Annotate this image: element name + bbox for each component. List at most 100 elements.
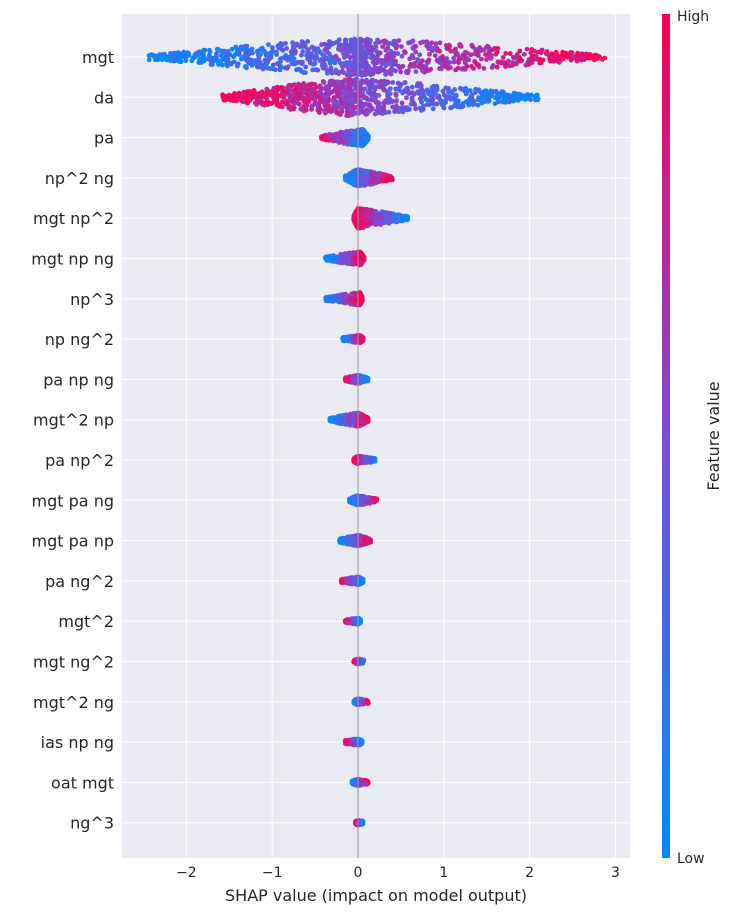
shap-point [301, 89, 306, 95]
shap-point [315, 67, 321, 73]
shap-point [424, 87, 430, 93]
shap-point [427, 51, 432, 57]
shap-point [248, 60, 254, 65]
shap-point [380, 178, 385, 184]
shap-point [232, 93, 237, 98]
shap-point [272, 98, 278, 103]
shap-point [413, 106, 418, 112]
shap-point [350, 42, 356, 48]
shap-point [438, 66, 444, 72]
shap-point [331, 258, 336, 263]
shap-point [485, 43, 490, 49]
shap-point [507, 63, 513, 69]
shap-point [392, 38, 398, 44]
shap-point [568, 56, 574, 62]
shap-point [359, 251, 365, 257]
shap-point [208, 58, 214, 64]
shap-point [535, 97, 541, 103]
shap-point [393, 93, 399, 98]
shap-point [368, 38, 373, 43]
shap-point [328, 253, 333, 259]
shap-point [278, 46, 284, 52]
shap-point [475, 62, 480, 68]
shap-point [190, 55, 196, 61]
shap-point [534, 92, 540, 98]
shap-point [294, 60, 300, 65]
shap-point [339, 62, 345, 68]
shap-point [347, 76, 352, 82]
shap-point [207, 49, 213, 55]
shap-point [394, 103, 399, 109]
shap-point [267, 56, 273, 62]
shap-point [162, 51, 167, 57]
shap-point [353, 99, 358, 104]
shap-point [443, 99, 448, 105]
shap-point [419, 63, 425, 69]
shap-point [363, 60, 369, 66]
shap-point [311, 47, 317, 53]
shap-point [350, 256, 356, 261]
shap-point [433, 41, 439, 47]
shap-point [216, 62, 222, 67]
shap-point [173, 55, 179, 61]
shap-point [347, 91, 353, 97]
shap-point [443, 85, 449, 91]
shap-point [586, 54, 592, 60]
shap-point [244, 95, 250, 100]
shap-point [351, 104, 357, 110]
shap-point [424, 39, 430, 45]
shap-point [238, 47, 244, 52]
shap-point [255, 99, 261, 105]
shap-point [296, 66, 301, 72]
shap-point [512, 93, 518, 99]
shap-point [348, 82, 354, 88]
shap-point [367, 220, 373, 226]
shap-point [358, 41, 364, 46]
shap-point [353, 76, 359, 82]
shap-point [364, 111, 370, 117]
shap-point [531, 48, 537, 54]
shap-point [341, 51, 346, 57]
shap-point [395, 80, 401, 86]
shap-point [272, 67, 278, 73]
shap-point [495, 59, 501, 65]
shap-point [301, 81, 307, 86]
shap-point [456, 57, 462, 62]
shap-point [364, 95, 369, 101]
shap-point [413, 69, 419, 75]
shap-point [364, 55, 369, 60]
shap-point [419, 58, 425, 63]
shap-point [263, 62, 269, 68]
shap-point [513, 60, 519, 66]
shap-point [224, 94, 230, 99]
shap-point [400, 63, 406, 69]
shap-point [299, 52, 304, 58]
shap-point [368, 72, 373, 78]
shap-point [319, 135, 324, 141]
shap-point [201, 50, 206, 56]
shap-point [428, 66, 434, 72]
shap-point [415, 64, 421, 69]
shap-point [363, 40, 369, 46]
shap-point [477, 96, 483, 102]
shap-point [289, 83, 295, 88]
shap-point [300, 95, 306, 101]
shap-point [459, 86, 465, 92]
shap-point [335, 91, 340, 97]
shap-point [336, 131, 341, 137]
shap-point [485, 91, 491, 97]
shap-point [286, 54, 292, 60]
shap-point [259, 100, 265, 106]
shap-point [346, 97, 352, 103]
shap-point [236, 93, 242, 99]
shap-point [286, 105, 291, 111]
shap-point [201, 58, 207, 64]
shap-point [344, 105, 350, 110]
shap-point [394, 219, 400, 225]
shap-point [267, 50, 273, 56]
shap-point [465, 50, 470, 56]
shap-point [507, 99, 512, 105]
shap-point [345, 253, 351, 259]
shap-point [323, 110, 328, 116]
